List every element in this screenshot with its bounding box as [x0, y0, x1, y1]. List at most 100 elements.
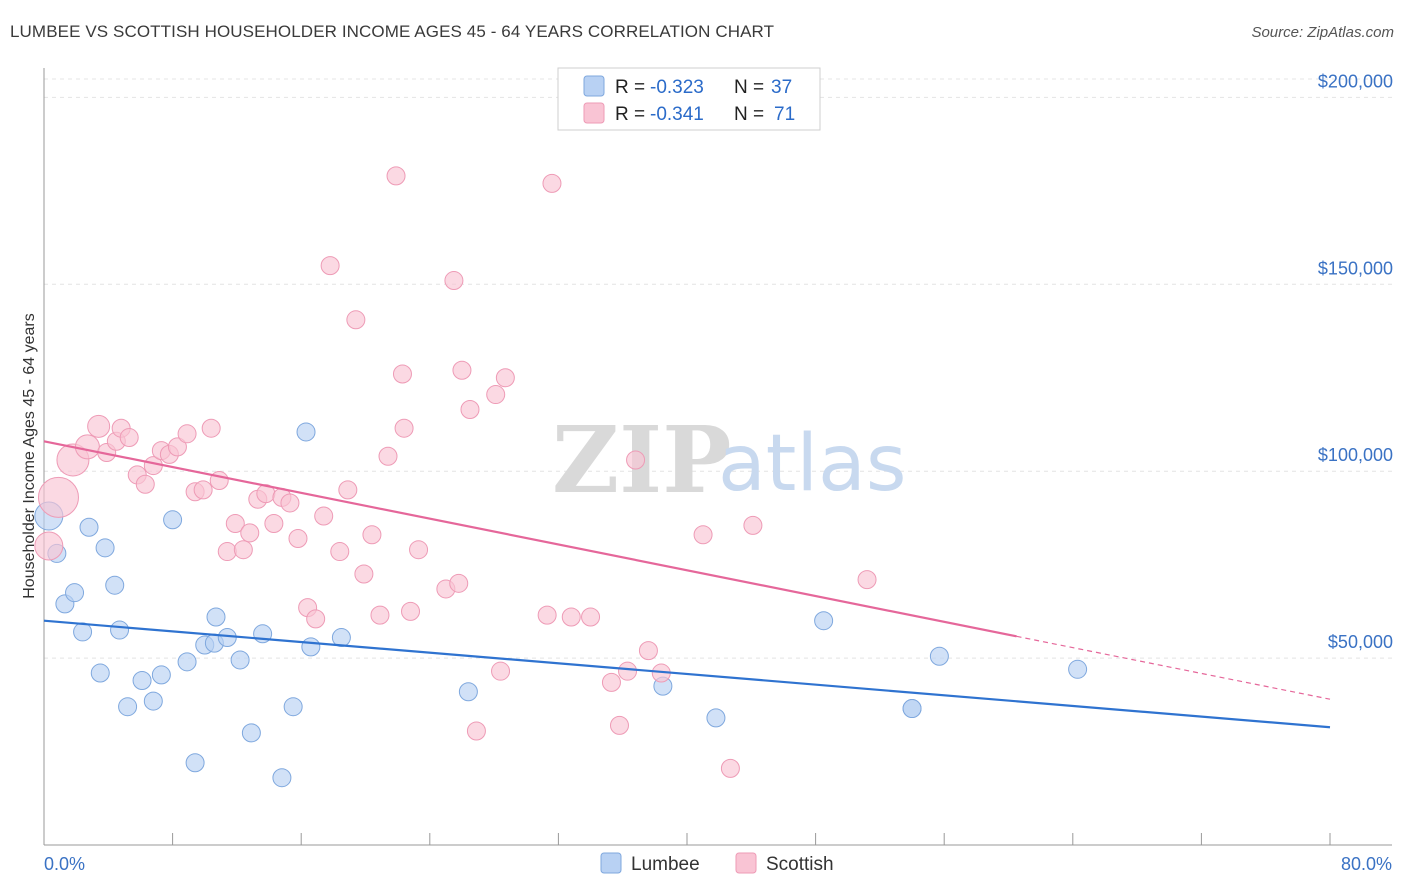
scottish-point: [240, 523, 260, 543]
lumbee-point: [272, 768, 292, 788]
legend-n-label-lumbee: N =: [734, 77, 764, 98]
scottish-point: [857, 570, 877, 590]
scottish-point: [491, 661, 511, 681]
trendlines: [43, 440, 1331, 729]
lumbee-point: [151, 665, 171, 685]
scottish-point: [330, 542, 350, 562]
scottish-point: [225, 514, 245, 534]
gridlines: [44, 78, 1392, 659]
lumbee-point: [230, 650, 250, 670]
scottish-point: [542, 173, 562, 193]
y-tick-labels: $50,000 $100,000 $150,000 $200,000: [1318, 71, 1393, 652]
scottish-point: [233, 540, 253, 560]
scottish-point: [378, 446, 398, 466]
chart-title: LUMBEE VS SCOTTISH HOUSEHOLDER INCOME AG…: [10, 22, 775, 41]
watermark: ZIP atlas: [552, 406, 907, 514]
lumbee-point: [90, 663, 110, 683]
scottish-point: [444, 271, 464, 291]
scottish-point: [201, 418, 221, 438]
lumbee-point: [283, 697, 303, 717]
scottish-point: [264, 514, 284, 534]
lumbee-point: [458, 682, 478, 702]
watermark-atlas: atlas: [718, 419, 907, 509]
x-tick-label-min: 0.0%: [44, 854, 85, 874]
x-ticks: [43, 833, 1331, 845]
bottom-legend: Lumbee Scottish: [600, 852, 834, 875]
scottish-point: [306, 609, 326, 629]
lumbee-point: [929, 646, 949, 666]
scottish-point: [217, 542, 237, 562]
lumbee-point: [177, 652, 197, 672]
scottish-point: [314, 506, 334, 526]
lumbee-point: [105, 575, 125, 595]
scottish-point: [449, 573, 469, 593]
scottish-point: [466, 721, 486, 741]
legend-r-label-scottish: R =: [615, 104, 645, 125]
scottish-point: [288, 528, 308, 548]
scottish-point: [74, 434, 100, 460]
legend-swatch-lumbee: [583, 75, 605, 97]
scottish-point: [394, 418, 414, 438]
bottom-legend-swatch-scottish: [735, 852, 757, 874]
lumbee-point: [73, 622, 93, 642]
scottish-point: [34, 531, 64, 561]
scottish-point: [392, 364, 412, 384]
lumbee-point: [143, 691, 163, 711]
lumbee-point: [241, 723, 261, 743]
lumbee-point: [217, 628, 237, 648]
scottish-point: [193, 480, 213, 500]
scottish-trendline-extension: [1016, 635, 1331, 700]
scottish-point: [167, 437, 187, 457]
y-tick-label: $50,000: [1328, 632, 1393, 652]
scottish-point: [280, 493, 300, 513]
scottish-point: [409, 540, 429, 560]
legend-n-label-scottish: N =: [734, 104, 764, 125]
scottish-point: [486, 385, 506, 405]
scottish-point: [561, 607, 581, 627]
scottish-point: [37, 476, 79, 518]
bottom-legend-label-scottish: Scottish: [766, 854, 834, 875]
y-tick-label: $150,000: [1318, 258, 1393, 278]
scottish-point: [354, 564, 374, 584]
scottish-point: [401, 601, 421, 621]
top-legend: R = -0.323 N = 37 R = -0.341 N = 71: [557, 67, 821, 131]
lumbee-point: [65, 583, 85, 603]
lumbee-point: [79, 517, 99, 537]
lumbee-point: [132, 671, 152, 691]
legend-r-value-scottish: -0.341: [650, 104, 704, 125]
legend-n-value-lumbee: 37: [771, 77, 792, 98]
lumbee-trendline: [43, 619, 1331, 729]
lumbee-point: [206, 607, 226, 627]
bottom-legend-label-lumbee: Lumbee: [631, 854, 700, 875]
lumbee-point: [301, 637, 321, 657]
legend-n-value-scottish: 71: [774, 104, 795, 125]
scottish-point: [338, 480, 358, 500]
lumbee-point: [185, 753, 205, 773]
scottish-point: [581, 607, 601, 627]
scottish-point: [386, 166, 406, 186]
x-tick-label-max: 80.0%: [1341, 854, 1392, 874]
scottish-point: [618, 661, 638, 681]
scottish-point: [370, 605, 390, 625]
scottish-point: [601, 672, 621, 692]
scottish-point: [626, 450, 646, 470]
scottish-point: [609, 715, 629, 735]
scottish-point: [693, 525, 713, 545]
bottom-legend-swatch-lumbee: [600, 852, 622, 874]
legend-r-label-lumbee: R =: [615, 77, 645, 98]
lumbee-point: [163, 510, 183, 530]
scottish-point: [720, 758, 740, 778]
lumbee-point: [902, 699, 922, 719]
scottish-point: [495, 368, 515, 388]
scottish-point: [320, 256, 340, 276]
scottish-point: [743, 515, 763, 535]
scottish-point: [135, 474, 155, 494]
y-tick-label: $100,000: [1318, 445, 1393, 465]
scottish-point: [87, 414, 111, 438]
scottish-point: [537, 605, 557, 625]
legend-r-value-lumbee: -0.323: [650, 77, 704, 98]
lumbee-point: [706, 708, 726, 728]
scottish-point: [346, 310, 366, 330]
legend-swatch-scottish: [583, 102, 605, 124]
